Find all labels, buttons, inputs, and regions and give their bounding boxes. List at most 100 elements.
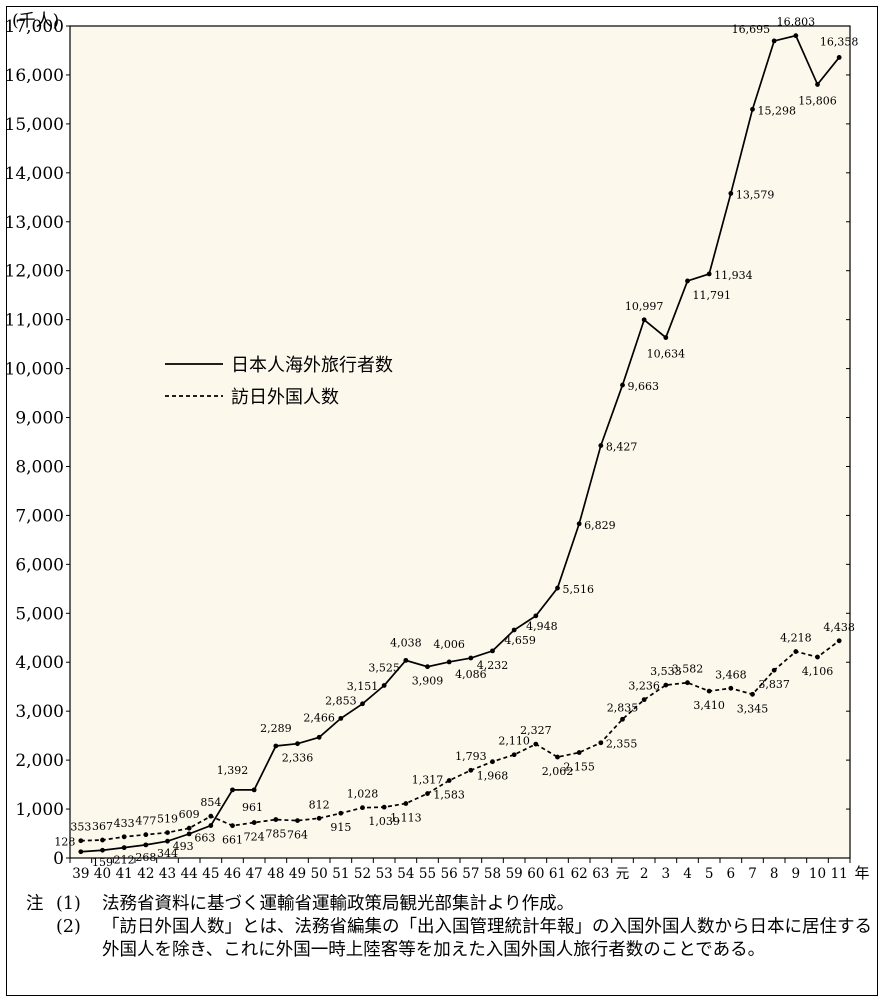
x-tick-label: 52 bbox=[354, 866, 371, 880]
data-point bbox=[273, 817, 279, 822]
data-label: 15,806 bbox=[798, 94, 837, 107]
data-point bbox=[360, 805, 365, 811]
data-point bbox=[555, 754, 560, 760]
data-label: 11,791 bbox=[693, 289, 732, 302]
data-point bbox=[490, 648, 495, 654]
note-2: (2) 「訪日外国人数」とは、法務省編集の「出入国管理統計年報」の入国外国人数か… bbox=[56, 916, 876, 962]
data-label: 2,336 bbox=[282, 752, 314, 765]
x-tick-label: 56 bbox=[441, 866, 458, 880]
data-label: 493 bbox=[173, 840, 194, 853]
data-point bbox=[78, 849, 84, 855]
data-label: 3,151 bbox=[347, 680, 379, 693]
data-label: 15,298 bbox=[758, 104, 797, 117]
x-tick-label: 50 bbox=[311, 866, 328, 880]
data-point bbox=[295, 818, 300, 824]
y-tick-label: 15,000 bbox=[5, 115, 64, 135]
data-point bbox=[728, 685, 734, 691]
data-point bbox=[641, 697, 647, 703]
x-tick-label: 42 bbox=[137, 866, 154, 880]
data-point bbox=[663, 682, 669, 688]
data-point bbox=[663, 335, 669, 340]
x-tick-label: 60 bbox=[527, 866, 544, 880]
data-label: 1,113 bbox=[390, 812, 422, 825]
data-point bbox=[230, 787, 235, 793]
data-label: 9,663 bbox=[628, 380, 660, 393]
data-label: 2,355 bbox=[606, 738, 638, 751]
data-label: 609 bbox=[179, 808, 200, 821]
x-tick-label: 47 bbox=[246, 866, 263, 880]
y-tick-label: 17,000 bbox=[5, 17, 64, 37]
x-tick-label: 59 bbox=[506, 866, 523, 880]
x-tick-label: 8 bbox=[770, 866, 779, 880]
y-tick-label: 8,000 bbox=[15, 457, 64, 477]
data-label: 2,110 bbox=[498, 735, 530, 748]
y-tick-label: 13,000 bbox=[5, 213, 64, 233]
data-point bbox=[403, 657, 409, 663]
y-unit-label: (千人) bbox=[12, 11, 59, 31]
data-point bbox=[208, 823, 214, 828]
x-tick-label: 46 bbox=[224, 866, 241, 880]
data-point bbox=[836, 638, 842, 644]
data-label: 10,997 bbox=[625, 300, 664, 313]
x-tick-label: 39 bbox=[72, 866, 89, 880]
data-label: 4,038 bbox=[390, 636, 422, 649]
data-label: 6,829 bbox=[584, 519, 616, 532]
y-tick-label: 16,000 bbox=[5, 66, 64, 86]
data-label: 812 bbox=[309, 798, 330, 811]
line-chart: 0 1,000 2,000 3,000 4,000 5,000 6,000 7,000 8,00… bbox=[5, 11, 870, 880]
data-point bbox=[403, 801, 409, 806]
data-label: 4,006 bbox=[433, 638, 465, 651]
notes: 注 (1) 法務省資料に基づく運輸省運輸政策局観光部集計より作成。 (2) 「訪… bbox=[26, 893, 876, 962]
data-label: 212 bbox=[114, 854, 135, 867]
data-label: 915 bbox=[330, 821, 351, 834]
data-label: 4,232 bbox=[477, 659, 509, 672]
data-point bbox=[490, 759, 495, 765]
data-point bbox=[641, 317, 647, 323]
data-label: 785 bbox=[265, 828, 286, 841]
data-label: 2,835 bbox=[607, 701, 639, 714]
y-tick-label: 4,000 bbox=[15, 653, 64, 673]
data-point bbox=[143, 842, 149, 848]
y-tick-label: 5,000 bbox=[15, 604, 64, 624]
note-text: 「訪日外国人数」とは、法務省編集の「出入国管理統計年報」の入国外国人数から日本に… bbox=[102, 917, 872, 960]
data-point bbox=[425, 664, 430, 670]
data-point bbox=[793, 649, 799, 654]
x-tick-label: 58 bbox=[484, 866, 501, 880]
data-label: 4,659 bbox=[504, 634, 536, 647]
data-point bbox=[793, 33, 799, 39]
x-tick-label: 57 bbox=[462, 866, 479, 880]
y-tick-label: 3,000 bbox=[15, 702, 64, 722]
data-point bbox=[750, 691, 755, 697]
data-label: 3,582 bbox=[672, 663, 704, 676]
x-tick-label: 元 bbox=[616, 866, 630, 880]
legend-label: 訪日外国人数 bbox=[231, 387, 339, 408]
y-tick-label: 6,000 bbox=[15, 555, 64, 575]
data-point bbox=[165, 838, 170, 844]
x-tick-label: 51 bbox=[332, 866, 349, 880]
data-label: 16,695 bbox=[732, 23, 771, 36]
data-label: 159 bbox=[92, 856, 113, 869]
data-label: 10,634 bbox=[647, 348, 686, 361]
data-label: 764 bbox=[287, 829, 308, 842]
data-label: 2,853 bbox=[325, 694, 357, 707]
data-point bbox=[208, 813, 214, 819]
data-label: 961 bbox=[242, 801, 263, 814]
data-point bbox=[381, 804, 387, 810]
y-tick-label: 2,000 bbox=[15, 751, 64, 771]
data-label: 268 bbox=[135, 851, 156, 864]
data-point bbox=[295, 741, 300, 747]
data-point bbox=[316, 734, 322, 740]
data-point bbox=[468, 767, 474, 773]
data-point bbox=[555, 585, 560, 591]
data-label: 2,289 bbox=[260, 722, 292, 735]
data-point bbox=[143, 832, 149, 838]
y-tick-label: 7,000 bbox=[15, 506, 64, 526]
x-tick-label: 11 bbox=[831, 866, 848, 880]
data-label: 4,086 bbox=[455, 668, 487, 681]
y-tick-label: 14,000 bbox=[5, 164, 64, 184]
x-unit-label: 年 bbox=[854, 864, 869, 880]
data-point bbox=[230, 823, 235, 829]
data-point bbox=[511, 627, 517, 633]
data-point bbox=[815, 82, 820, 87]
data-point bbox=[685, 680, 690, 686]
